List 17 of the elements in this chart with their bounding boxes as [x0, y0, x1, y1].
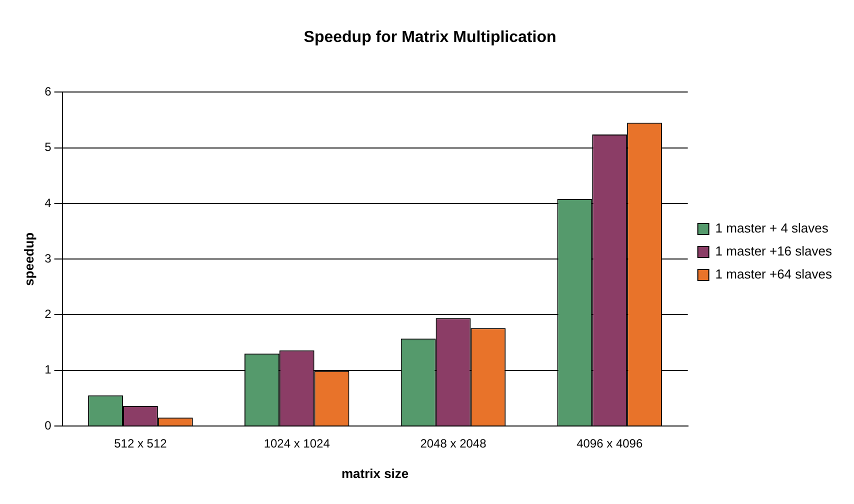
y-tick-label: 5 [44, 140, 52, 154]
y-tick-label: 4 [44, 196, 52, 210]
x-tick-label: 4096 x 4096 [576, 436, 643, 451]
legend-label: 1 master +16 slaves [715, 244, 832, 259]
y-tick-label: 3 [44, 251, 52, 266]
chart-title: Speedup for Matrix Multiplication [304, 29, 556, 46]
x-tick-label: 1024 x 1024 [264, 436, 330, 451]
x-axis-title: matrix size [341, 466, 409, 481]
x-tick-label: 2048 x 2048 [420, 436, 487, 451]
y-axis-title: speedup [21, 232, 36, 286]
y-tick-label: 0 [44, 418, 52, 432]
y-tick-label: 6 [44, 84, 52, 99]
legend-label: 1 master + 4 slaves [715, 220, 829, 236]
y-tick-label: 1 [44, 362, 52, 377]
x-tick-label: 512 x 512 [114, 436, 168, 451]
legend-label: 1 master +64 slaves [715, 266, 832, 282]
y-tick-label: 2 [44, 307, 52, 322]
